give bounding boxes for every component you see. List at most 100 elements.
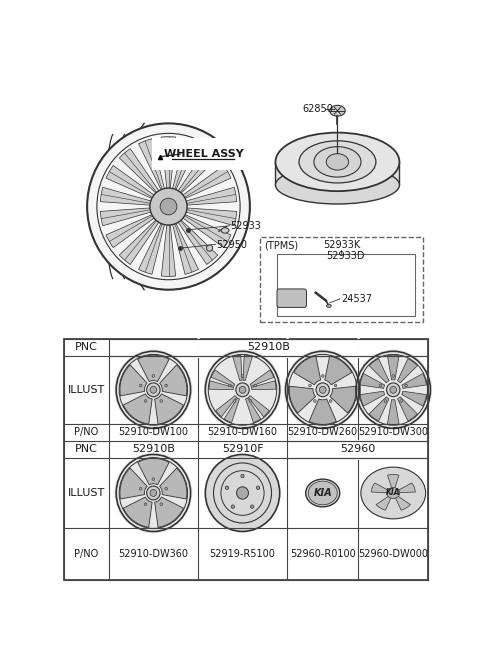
Polygon shape <box>182 214 231 247</box>
Polygon shape <box>178 219 217 264</box>
Polygon shape <box>402 373 426 388</box>
Text: 52933D: 52933D <box>326 251 364 261</box>
Ellipse shape <box>144 503 147 506</box>
Polygon shape <box>178 149 217 194</box>
Polygon shape <box>276 162 399 185</box>
Ellipse shape <box>254 384 256 387</box>
Polygon shape <box>376 493 393 510</box>
Bar <box>277 255 415 316</box>
Polygon shape <box>369 359 389 383</box>
Ellipse shape <box>147 383 160 397</box>
Polygon shape <box>360 373 384 388</box>
Polygon shape <box>185 208 237 226</box>
Ellipse shape <box>139 487 142 490</box>
Ellipse shape <box>150 489 157 497</box>
Polygon shape <box>387 474 399 493</box>
Ellipse shape <box>144 400 147 402</box>
Polygon shape <box>209 381 234 390</box>
Ellipse shape <box>160 503 163 506</box>
Text: 52910-DW300: 52910-DW300 <box>358 427 428 437</box>
Polygon shape <box>387 400 399 424</box>
Ellipse shape <box>152 375 155 377</box>
Text: 52960: 52960 <box>340 444 375 454</box>
Polygon shape <box>139 223 165 274</box>
Text: KIA: KIA <box>386 489 401 497</box>
Ellipse shape <box>147 486 160 500</box>
Polygon shape <box>100 208 153 226</box>
Text: 52910B: 52910B <box>132 444 175 454</box>
Ellipse shape <box>313 400 316 402</box>
Ellipse shape <box>150 188 187 225</box>
Text: 52933K: 52933K <box>323 240 360 251</box>
Text: 52910F: 52910F <box>222 444 264 454</box>
Polygon shape <box>309 399 336 424</box>
Polygon shape <box>172 223 198 274</box>
Ellipse shape <box>361 467 426 519</box>
Ellipse shape <box>284 350 362 430</box>
Ellipse shape <box>249 400 252 402</box>
Polygon shape <box>123 394 152 424</box>
Ellipse shape <box>276 166 399 204</box>
Text: 52933: 52933 <box>230 221 262 231</box>
Ellipse shape <box>386 383 400 397</box>
Ellipse shape <box>334 384 337 387</box>
Ellipse shape <box>87 123 250 290</box>
Ellipse shape <box>165 384 168 387</box>
Polygon shape <box>161 136 176 188</box>
Ellipse shape <box>256 486 260 489</box>
Text: 52910B: 52910B <box>247 342 290 352</box>
Ellipse shape <box>237 487 249 499</box>
Polygon shape <box>243 355 252 380</box>
Ellipse shape <box>231 505 235 508</box>
Polygon shape <box>325 356 352 385</box>
Polygon shape <box>159 468 187 499</box>
Polygon shape <box>120 219 159 264</box>
Polygon shape <box>294 356 321 385</box>
Polygon shape <box>250 370 274 386</box>
Ellipse shape <box>392 375 395 377</box>
Ellipse shape <box>228 384 231 387</box>
Ellipse shape <box>114 453 192 533</box>
Polygon shape <box>246 398 261 422</box>
Ellipse shape <box>165 487 168 490</box>
Polygon shape <box>138 459 169 485</box>
Ellipse shape <box>299 141 376 183</box>
Polygon shape <box>211 370 235 386</box>
Ellipse shape <box>326 304 331 308</box>
Ellipse shape <box>319 386 326 393</box>
Text: 52910-DW360: 52910-DW360 <box>119 549 188 559</box>
Ellipse shape <box>139 384 142 387</box>
Ellipse shape <box>241 375 244 377</box>
Ellipse shape <box>322 375 324 377</box>
Polygon shape <box>369 397 389 421</box>
Text: PNC: PNC <box>75 444 98 454</box>
Text: PNC: PNC <box>75 342 98 352</box>
Polygon shape <box>248 396 269 417</box>
Polygon shape <box>216 396 237 417</box>
Polygon shape <box>106 165 155 199</box>
Ellipse shape <box>316 383 329 397</box>
Polygon shape <box>402 391 426 406</box>
Polygon shape <box>100 187 153 205</box>
Ellipse shape <box>233 400 236 402</box>
Polygon shape <box>393 483 415 493</box>
Polygon shape <box>172 139 198 190</box>
Ellipse shape <box>306 479 340 507</box>
Polygon shape <box>224 398 240 422</box>
Polygon shape <box>123 497 152 527</box>
Ellipse shape <box>206 245 213 251</box>
Polygon shape <box>161 225 176 276</box>
Polygon shape <box>185 187 237 205</box>
Ellipse shape <box>326 154 348 170</box>
Text: 52919-R5100: 52919-R5100 <box>210 549 276 559</box>
Text: P/NO: P/NO <box>74 549 98 559</box>
Polygon shape <box>330 386 356 413</box>
Ellipse shape <box>241 474 244 478</box>
Ellipse shape <box>379 384 382 387</box>
Polygon shape <box>233 355 242 380</box>
Ellipse shape <box>204 350 282 430</box>
Text: (TPMS): (TPMS) <box>264 240 298 251</box>
Text: KIA: KIA <box>313 488 332 498</box>
Polygon shape <box>155 394 183 424</box>
Ellipse shape <box>114 350 192 430</box>
